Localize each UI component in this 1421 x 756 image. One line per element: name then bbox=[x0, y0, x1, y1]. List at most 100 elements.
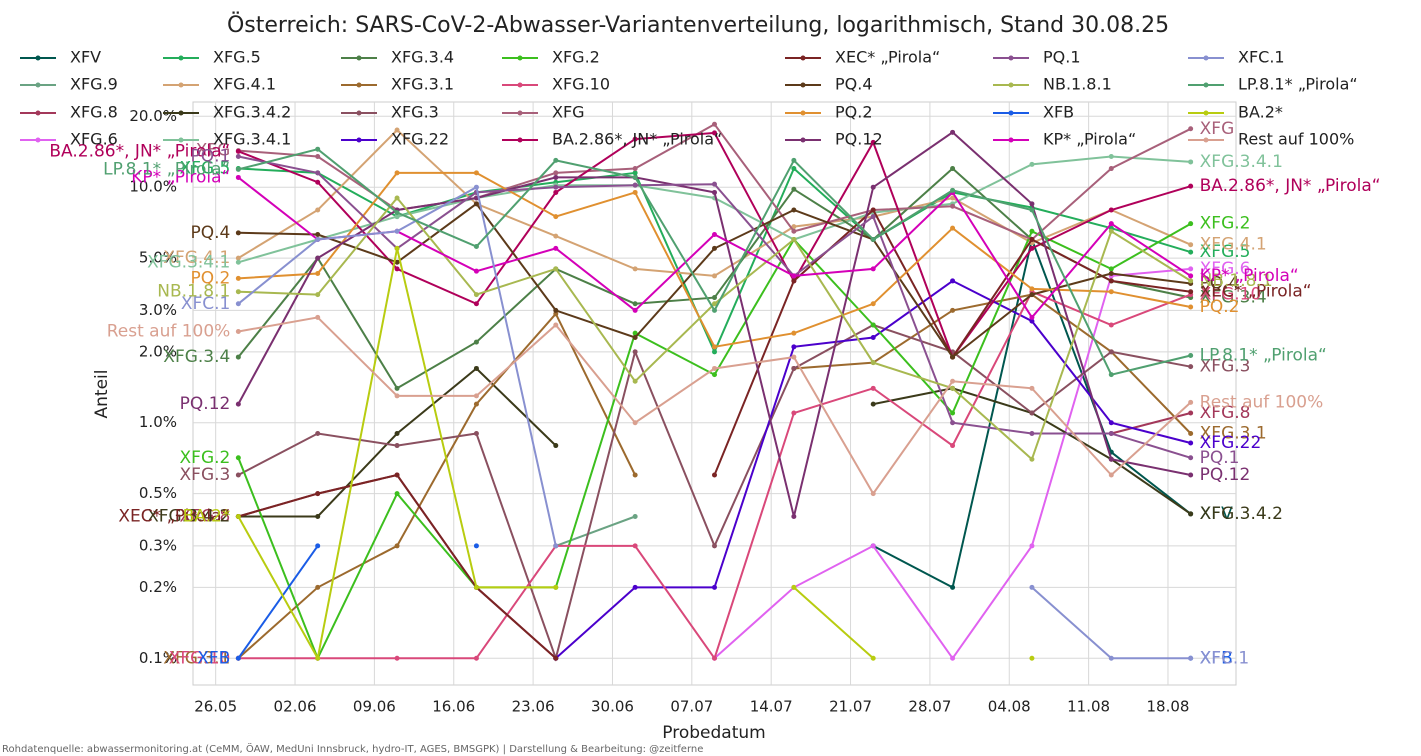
start-label: XFG.4.1 bbox=[163, 248, 230, 268]
data-point bbox=[394, 259, 400, 265]
end-label: BA.2.86*, JN* „Pirola“ bbox=[1200, 176, 1381, 196]
data-point bbox=[473, 584, 479, 590]
y-tick-label: 2.0% bbox=[139, 342, 177, 360]
data-point bbox=[712, 189, 717, 195]
end-label: XFG.3.4.2 bbox=[1200, 504, 1283, 524]
x-tick-label: 26.05 bbox=[194, 698, 237, 716]
legend-label: XFB bbox=[1043, 103, 1074, 122]
end-label: XFG.6 bbox=[1200, 259, 1251, 279]
end-label: XFG.5 bbox=[1200, 242, 1251, 262]
data-point bbox=[791, 365, 797, 371]
start-label: PQ.12 bbox=[180, 394, 231, 414]
data-point bbox=[1029, 207, 1035, 213]
data-point bbox=[1029, 584, 1035, 590]
y-axis-label: Anteil bbox=[92, 370, 112, 419]
data-point bbox=[1029, 245, 1035, 251]
x-tick-label: 30.06 bbox=[591, 698, 634, 716]
legend-label: XFG.4.1 bbox=[213, 75, 276, 94]
data-point bbox=[870, 266, 876, 272]
data-point bbox=[1108, 266, 1114, 272]
data-point bbox=[1029, 286, 1035, 292]
legend-label: PQ.12 bbox=[835, 130, 883, 149]
x-tick-label: 07.07 bbox=[670, 698, 713, 716]
legend-label: NB.1.8.1 bbox=[1043, 75, 1112, 94]
end-label: Rest auf 100% bbox=[1200, 392, 1324, 412]
legend-marker bbox=[1008, 110, 1014, 116]
data-point bbox=[553, 322, 559, 328]
data-point bbox=[473, 244, 479, 250]
start-label: XFG.10 bbox=[169, 648, 231, 668]
data-point bbox=[553, 170, 559, 176]
start-label: XFG.3.1 bbox=[163, 648, 230, 668]
legend-marker bbox=[517, 82, 523, 88]
legend-marker bbox=[1203, 137, 1209, 143]
data-point bbox=[712, 181, 717, 187]
start-label: XFG.3.4 bbox=[163, 347, 230, 367]
data-point bbox=[1108, 372, 1114, 378]
data-point bbox=[870, 655, 876, 661]
x-tick-label: 04.08 bbox=[988, 698, 1031, 716]
data-point bbox=[1188, 126, 1194, 132]
end-label: PQ.1 bbox=[1200, 448, 1240, 468]
legend-label: PQ.1 bbox=[1043, 48, 1081, 67]
data-point bbox=[791, 344, 797, 350]
data-point bbox=[1108, 431, 1114, 437]
data-point bbox=[870, 207, 876, 213]
data-point bbox=[235, 354, 241, 360]
legend-marker bbox=[35, 110, 41, 116]
data-point bbox=[235, 655, 241, 661]
start-label: BA.2.86*, JN* „Pirola“ bbox=[49, 141, 230, 161]
data-point bbox=[235, 154, 241, 160]
data-point bbox=[712, 273, 717, 279]
data-point bbox=[1108, 221, 1114, 227]
data-point bbox=[394, 127, 400, 133]
data-point bbox=[315, 431, 321, 437]
legend-label: XFG.9 bbox=[70, 75, 118, 94]
data-point bbox=[712, 344, 717, 350]
data-point bbox=[235, 275, 241, 281]
data-point bbox=[315, 543, 321, 549]
start-label: XFG.3.4.1 bbox=[147, 252, 230, 272]
data-point bbox=[1188, 242, 1194, 248]
end-label: PQ.2 bbox=[1200, 297, 1240, 317]
data-point bbox=[473, 431, 479, 437]
end-label: LP.8.1* „Pirola“ bbox=[1200, 345, 1327, 365]
data-point bbox=[394, 170, 400, 176]
legend-label: XFG.6 bbox=[70, 130, 118, 149]
data-point bbox=[791, 354, 797, 360]
data-point bbox=[1108, 655, 1114, 661]
data-point bbox=[315, 314, 321, 320]
data-point bbox=[870, 401, 876, 407]
data-point bbox=[791, 236, 797, 242]
data-point bbox=[235, 230, 241, 236]
data-point bbox=[632, 543, 638, 549]
data-point bbox=[1188, 655, 1194, 661]
start-label: XFG.2 bbox=[180, 448, 231, 468]
end-label: XFG.3.4 bbox=[1200, 288, 1267, 308]
data-point bbox=[712, 365, 717, 371]
data-point bbox=[1188, 304, 1194, 310]
legend-marker bbox=[356, 137, 362, 143]
data-point bbox=[1108, 289, 1114, 295]
data-point bbox=[950, 354, 956, 360]
data-point bbox=[1108, 207, 1114, 213]
y-tick-label: 3.0% bbox=[139, 301, 177, 319]
x-tick-label: 02.06 bbox=[274, 698, 317, 716]
data-point bbox=[473, 393, 479, 399]
data-point bbox=[632, 170, 638, 176]
data-point bbox=[553, 655, 559, 661]
data-point bbox=[553, 307, 559, 313]
data-point bbox=[1188, 364, 1194, 370]
data-point bbox=[791, 278, 797, 284]
data-point bbox=[950, 385, 956, 391]
data-point bbox=[235, 255, 241, 261]
data-point bbox=[394, 214, 400, 220]
legend-marker bbox=[35, 137, 41, 143]
data-point bbox=[712, 295, 717, 301]
legend-label: PQ.4 bbox=[835, 75, 873, 94]
data-point bbox=[1029, 161, 1035, 167]
data-point bbox=[870, 385, 876, 391]
y-tick-label: 0.2% bbox=[139, 578, 177, 596]
y-tick-label: 20.0% bbox=[129, 107, 177, 125]
